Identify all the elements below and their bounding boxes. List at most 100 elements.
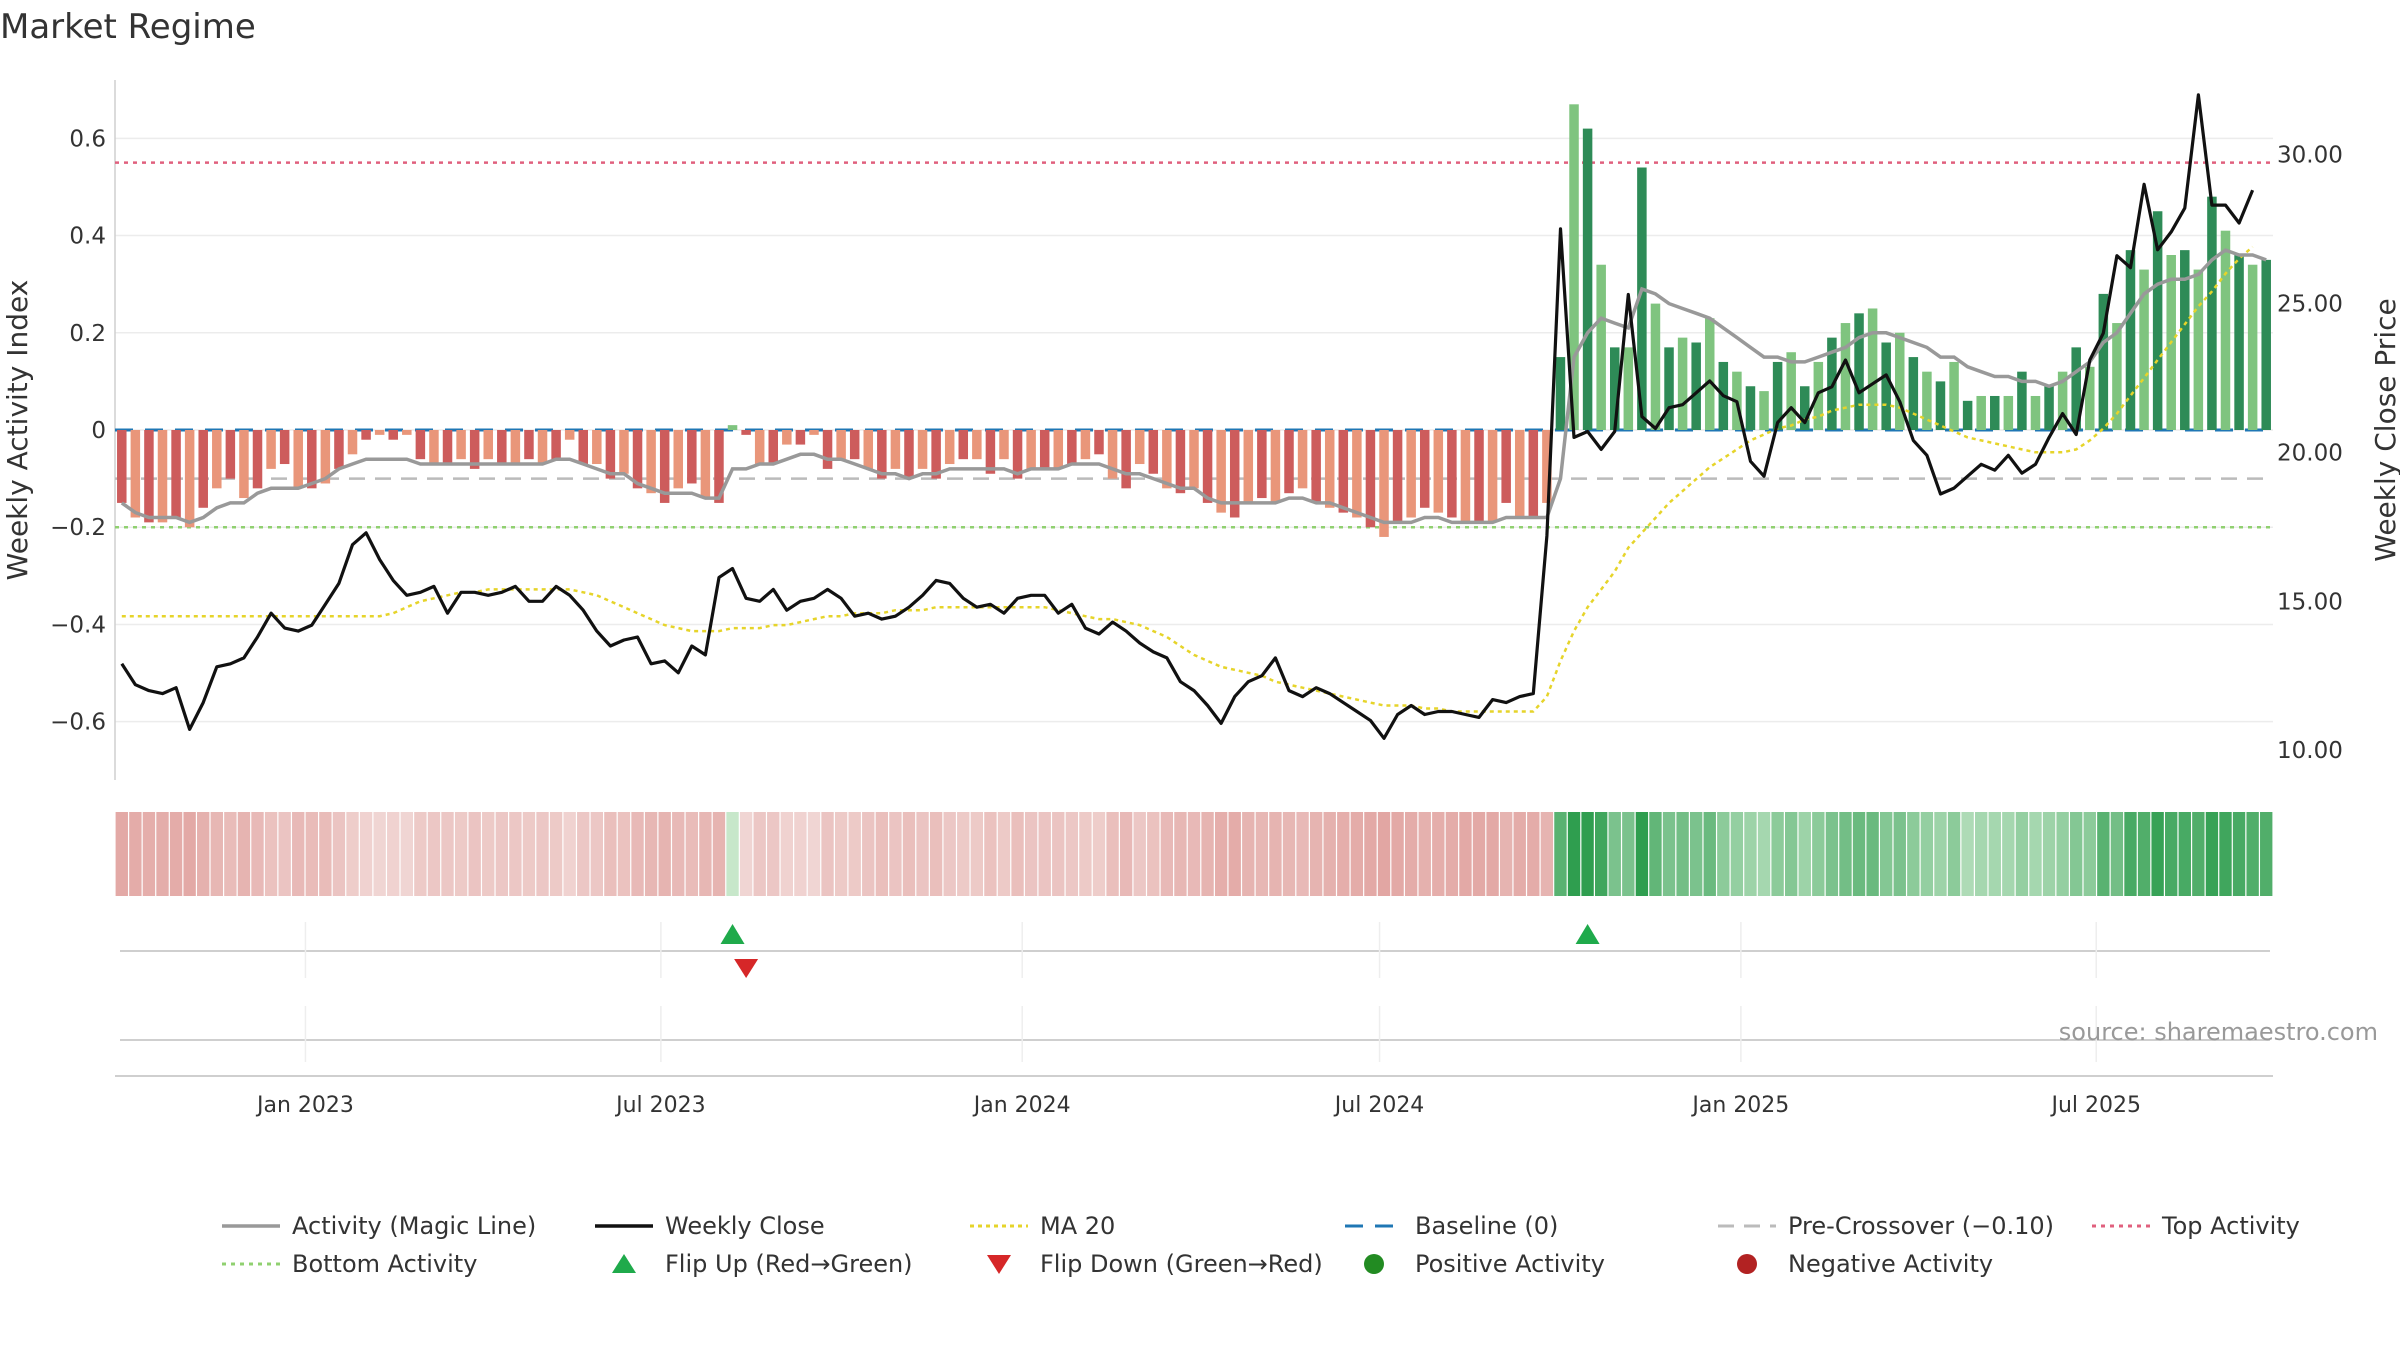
activity-bar [1134,430,1145,465]
activity-bar [1609,347,1620,430]
regime-strip-cell [1567,812,1581,896]
activity-bar [456,430,466,460]
activity-bar [863,430,874,469]
regime-strip-cell [685,812,699,896]
regime-strip-cell [359,812,373,896]
regime-strip-cell [929,812,943,896]
weekly-close-line [120,93,2255,740]
regime-strip-cell [1893,812,1906,896]
regime-strip-cell [264,812,278,896]
regime-strip-cell [957,812,970,896]
activity-bar [673,430,684,489]
activity-bar [2261,259,2271,430]
regime-strip-cell [902,812,916,896]
activity-bar [374,430,385,435]
regime-strip-cell [1432,812,1445,896]
regime-strip-cell [468,812,481,896]
left-tick-label: 0.6 [69,126,106,152]
date-tick-label: Jul 2023 [614,1093,706,1118]
activity-bar [157,430,168,523]
legend-item: Bottom Activity [222,1250,477,1278]
regime-strip-cell [712,812,726,896]
regime-strip-cell [1961,812,1974,896]
regime-strip-cell [2246,812,2259,896]
regime-strip-cell [454,812,468,896]
legend: Activity (Magic Line) Weekly Close MA 20 Ba… [222,1212,2300,1278]
regime-strip-cell [1214,812,1228,896]
regime-strip-cell [427,812,441,896]
regime-strip-cell [1988,812,2001,896]
regime-strip-cell [1079,812,1092,896]
regime-strip-cell [1947,812,1961,896]
activity-bar [1311,430,1321,503]
activity-bar [999,430,1009,460]
regime-strip-cell [1391,812,1404,896]
activity-bar [1949,361,1959,430]
activity-bar [985,430,996,474]
regime-strip-cell [1594,812,1608,896]
activity-bar [2247,264,2258,430]
regime-strip-cell [590,812,604,896]
activity-bar [320,430,331,484]
activity-bar [727,425,738,430]
regime-strip-cell [1866,812,1879,896]
right-tick-label: 25.00 [2277,291,2343,317]
activity-bar [1474,430,1484,523]
activity-bar [1990,395,2000,430]
activity-bar [1121,430,1131,489]
activity-bar [605,430,616,479]
regime-strip-cell [1744,812,1757,896]
regime-strip-cell [563,812,576,896]
regime-strip-cell [129,812,142,896]
regime-strip-cell [1011,812,1024,896]
regime-strip-cell [1662,812,1676,896]
activity-bar [429,430,439,465]
regime-strip-cell [1472,812,1486,896]
regime-strip-cell [1825,812,1839,896]
activity-bar [1067,430,1077,465]
activity-bar [2085,366,2095,430]
activity-bar [741,430,751,435]
regime-strip-cell [1187,812,1201,896]
legend-label: Pre-Crossover (−0.10) [1788,1212,2054,1240]
activity-bar [117,430,127,503]
left-axis-label: Weekly Activity Index [1,280,34,581]
regime-strip-cell [1052,812,1065,896]
date-axis: Jan 2023 Jul 2023 Jan 2024 Jul 2024 Jan 2025… [115,922,2273,1118]
regime-strip-cell [644,812,658,896]
regime-strip-cell [332,812,346,896]
activity-bar [1677,337,1688,430]
activity-bar [1324,430,1335,508]
regime-strip-cell [1730,812,1744,896]
source-credit: source: sharemaestro.com [2059,1018,2378,1046]
regime-strip-cell [604,812,617,896]
date-tick-label: Jul 2024 [1333,1093,1425,1118]
regime-strip-cell [1337,812,1350,896]
activity-bar [497,430,507,465]
activity-bar [2193,269,2204,430]
legend-label: MA 20 [1040,1212,1115,1240]
regime-strip-cell [482,812,495,896]
activity-bar [1487,430,1498,523]
activity-bar [1202,430,1213,503]
activity-bar [1555,357,1566,430]
regime-strip-cell [848,812,861,896]
activity-bar [2139,269,2149,430]
activity-bar [890,430,901,469]
activity-bar [1664,347,1674,430]
legend-item: Negative Activity [1737,1250,1993,1278]
activity-bar [1297,430,1308,489]
activity-bar [252,430,263,489]
activity-bar [1406,430,1416,518]
activity-bar [239,430,249,499]
regime-strip-cell [1119,812,1133,896]
activity-bar [1392,430,1403,523]
activity-bar [2180,250,2190,430]
regime-strip-cell [305,812,318,896]
activity-bar [1528,430,1539,518]
regime-strip-cell [658,812,671,896]
regime-strip-cell [156,812,169,896]
activity-bar [659,430,670,503]
regime-strip-cell [1676,812,1689,896]
regime-strip-cell [1147,812,1160,896]
